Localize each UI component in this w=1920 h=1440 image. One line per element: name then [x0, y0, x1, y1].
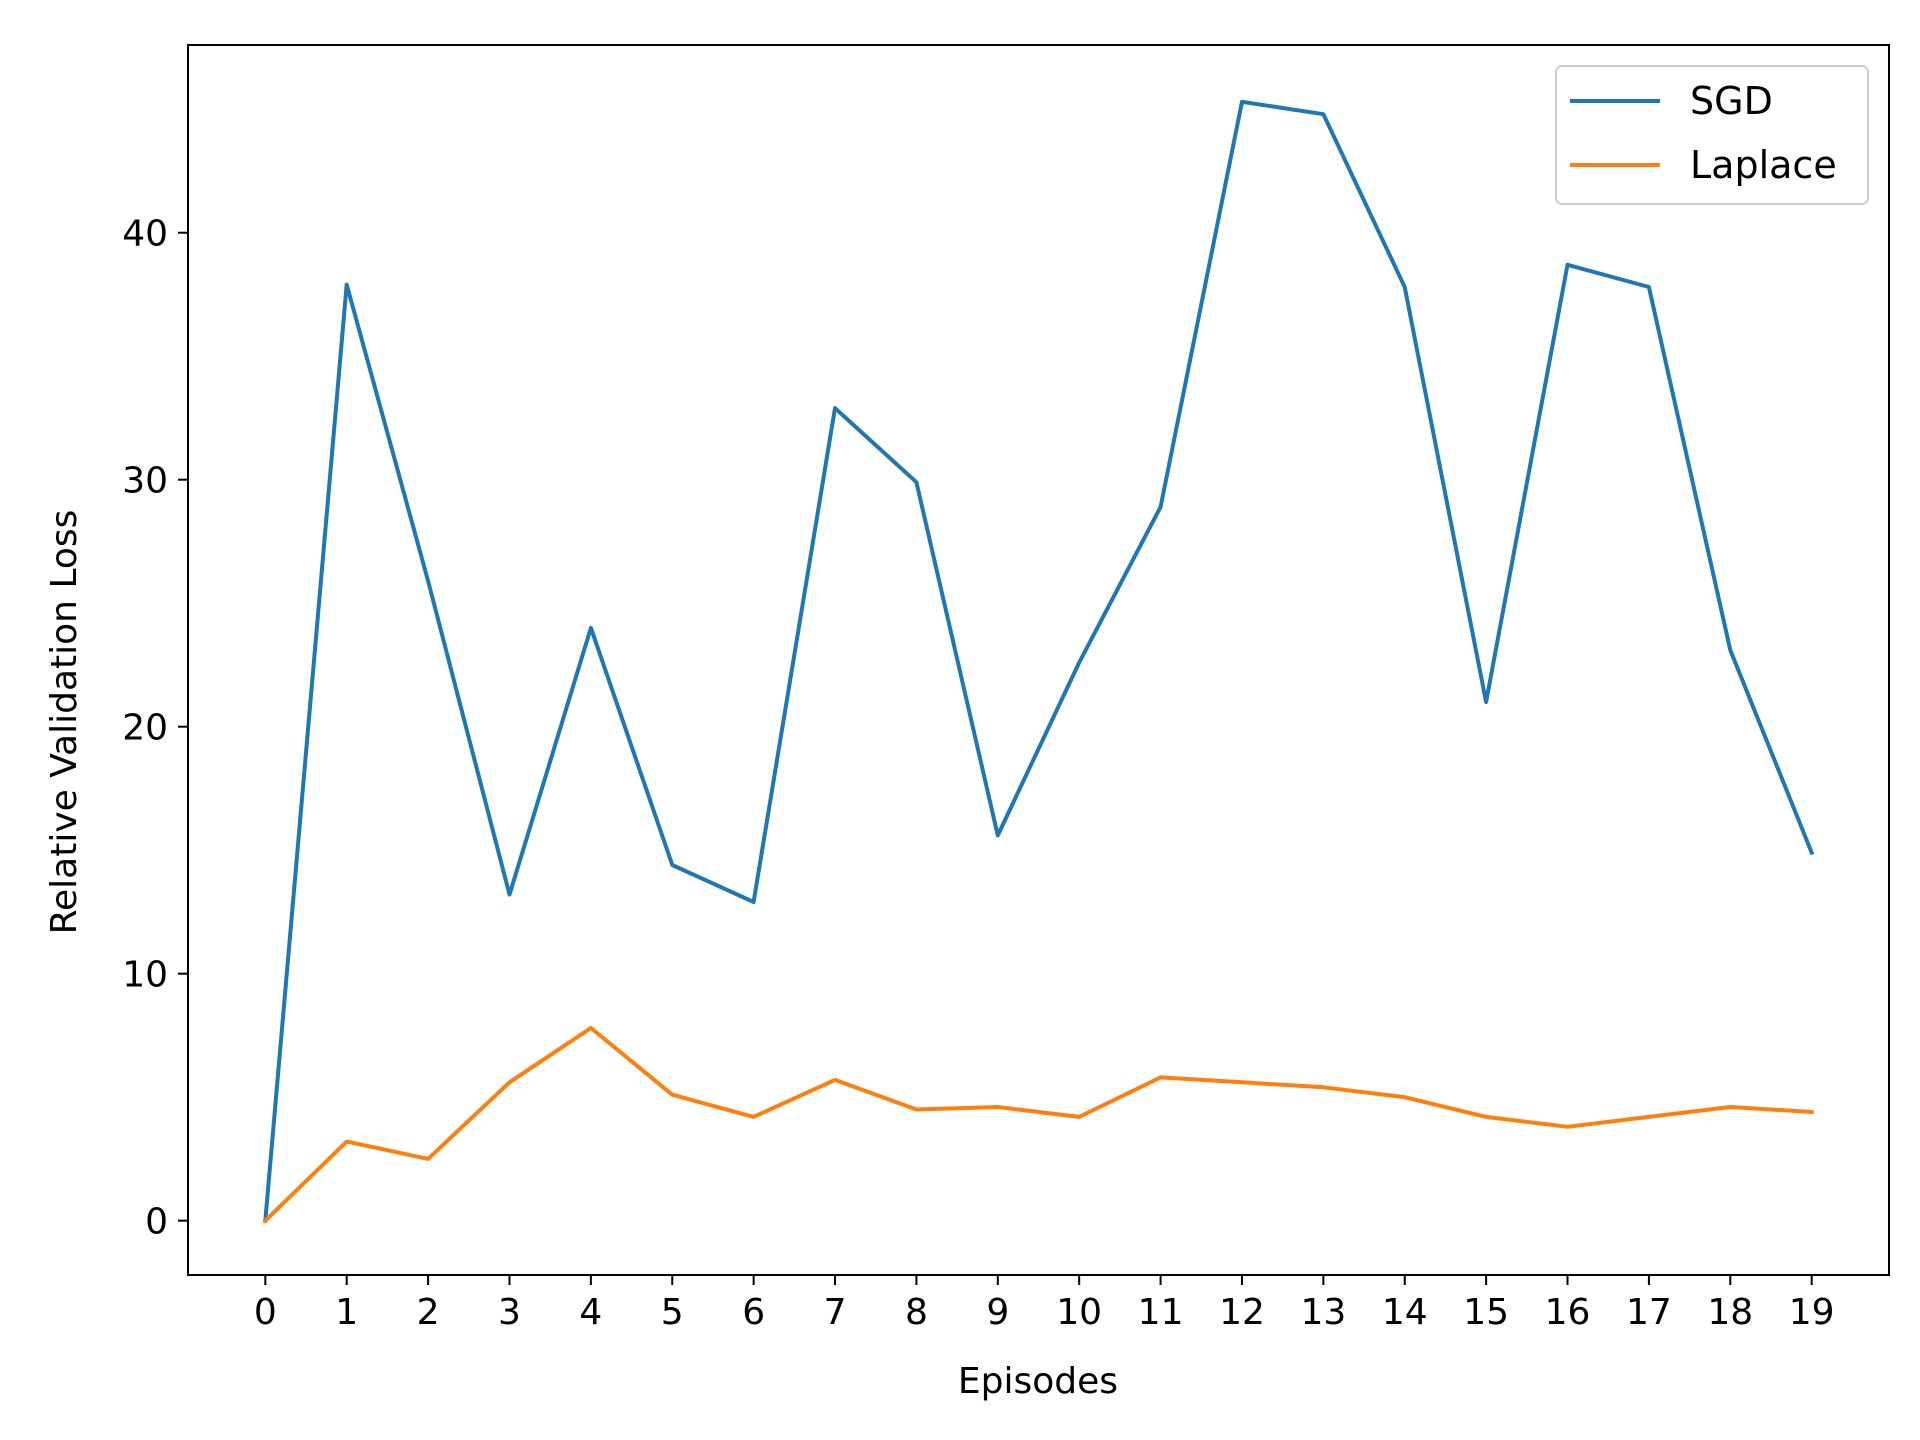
x-tick-label: 16 — [1545, 1292, 1591, 1333]
y-tick-label: 40 — [122, 214, 168, 255]
x-tick-label: 12 — [1219, 1292, 1265, 1333]
y-tick-label: 20 — [122, 708, 168, 749]
x-tick-label: 19 — [1789, 1292, 1835, 1333]
x-tick-label: 5 — [661, 1292, 684, 1333]
y-tick-label: 30 — [122, 461, 168, 502]
x-tick-label: 0 — [254, 1292, 277, 1333]
x-tick-label: 3 — [498, 1292, 521, 1333]
x-tick-label: 10 — [1056, 1292, 1102, 1333]
series-line-sgd — [263, 99, 1815, 1223]
x-tick-label: 18 — [1707, 1292, 1753, 1333]
series-layer — [262, 99, 1815, 1224]
x-tick-label: 7 — [824, 1292, 847, 1333]
legend-label-laplace: Laplace — [1690, 143, 1837, 187]
x-tick-label: 8 — [905, 1292, 928, 1333]
x-tick-label: 13 — [1300, 1292, 1346, 1333]
plot-frame — [187, 44, 1890, 1276]
x-tick-label: 11 — [1138, 1292, 1184, 1333]
y-tick-label: 0 — [145, 1202, 168, 1243]
y-axis-title: Relative Validation Loss — [44, 510, 85, 935]
x-tick-label: 15 — [1463, 1292, 1509, 1333]
x-axis-ticks: 0 1 2 3 4 5 6 7 8 9 10 11 12 13 14 15 16 17 18 19 — [254, 1275, 1835, 1333]
x-tick-label: 2 — [417, 1292, 440, 1333]
y-axis-ticks: 0 10 20 30 40 — [122, 214, 188, 1243]
x-tick-label: 1 — [335, 1292, 358, 1333]
x-tick-label: 9 — [986, 1292, 1009, 1333]
x-tick-label: 14 — [1382, 1292, 1428, 1333]
y-tick-label: 10 — [122, 955, 168, 996]
x-axis-title: Episodes — [958, 1361, 1118, 1402]
plot-background — [188, 45, 1889, 1275]
x-tick-label: 6 — [742, 1292, 765, 1333]
x-tick-label: 4 — [579, 1292, 602, 1333]
x-tick-label: 17 — [1626, 1292, 1672, 1333]
legend: SGD Laplace — [1555, 65, 1869, 205]
series-line-laplace — [262, 1026, 1814, 1224]
legend-label-sgd: SGD — [1690, 79, 1773, 123]
